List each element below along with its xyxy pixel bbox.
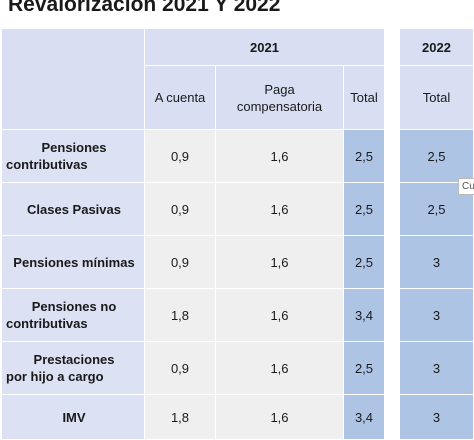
header-corner <box>2 29 145 130</box>
table-row-label: Pensiones contributivas <box>2 130 145 183</box>
cell-a-cuenta: 0,9 <box>145 342 216 395</box>
row-label: Clases Pasivas <box>2 201 142 218</box>
cell-paga-compensatoria: 1,6 <box>216 342 344 395</box>
column-gap <box>385 29 400 440</box>
header-total-2021: Total <box>344 66 385 130</box>
row-label-line1: Pensiones no <box>31 299 117 314</box>
row-label-line1: Clases Pasivas <box>27 201 121 217</box>
table-row-label: Prestaciones por hijo a cargo <box>2 342 145 395</box>
header-year-2021: 2021 <box>145 29 385 66</box>
cell-total-2022: 3 <box>400 236 474 289</box>
cell-paga-compensatoria: 1,6 <box>216 395 344 440</box>
table-row-label: Pensiones mínimas <box>2 236 145 289</box>
cell-total-2021: 2,5 <box>344 236 385 289</box>
cell-paga-compensatoria: 1,6 <box>216 183 344 236</box>
tooltip: Cu <box>458 178 474 195</box>
header-a-cuenta: A cuenta <box>145 66 216 130</box>
table-row-label: IMV <box>2 395 145 440</box>
cell-paga-compensatoria: 1,6 <box>216 236 344 289</box>
row-label-line2: contributivas <box>6 157 88 172</box>
cell-total-2022: 3 <box>400 289 474 342</box>
row-label: IMV <box>2 409 142 426</box>
cell-total-2022: 2,5 <box>400 130 474 183</box>
cell-total-2022: 3 <box>400 395 474 440</box>
header-paga-label: Paga compensatoria <box>236 81 323 114</box>
cell-total-2021: 2,5 <box>344 183 385 236</box>
table-row-label: Pensiones no contributivas <box>2 289 145 342</box>
row-label: Pensiones mínimas <box>2 254 142 271</box>
cell-a-cuenta: 1,8 <box>145 289 216 342</box>
header-year-2022: 2022 <box>400 29 474 66</box>
row-label-line1: IMV <box>62 409 86 425</box>
row-label-line2: contributivas <box>6 316 88 331</box>
cell-total-2021: 3,4 <box>344 395 385 440</box>
row-label: Pensiones no contributivas <box>2 298 142 332</box>
cell-a-cuenta: 0,9 <box>145 130 216 183</box>
cell-a-cuenta: 1,8 <box>145 395 216 440</box>
row-label: Prestaciones por hijo a cargo <box>2 351 142 385</box>
cell-paga-compensatoria: 1,6 <box>216 289 344 342</box>
cell-a-cuenta: 0,9 <box>145 236 216 289</box>
header-paga-compensatoria: Paga compensatoria <box>216 66 344 130</box>
row-label-line1: Prestaciones <box>33 352 115 367</box>
cell-total-2021: 2,5 <box>344 342 385 395</box>
cell-total-2021: 2,5 <box>344 130 385 183</box>
cell-total-2021: 3,4 <box>344 289 385 342</box>
row-label-line1: Pensiones <box>41 140 107 155</box>
header-total-2022: Total <box>400 66 474 130</box>
cell-paga-compensatoria: 1,6 <box>216 130 344 183</box>
cell-total-2022: 3 <box>400 342 474 395</box>
cell-a-cuenta: 0,9 <box>145 183 216 236</box>
row-label: Pensiones contributivas <box>2 139 142 173</box>
table-row-label: Clases Pasivas <box>2 183 145 236</box>
page-title: Revalorización 2021 Y 2022 <box>8 0 281 16</box>
row-label-line1: Pensiones mínimas <box>13 254 135 270</box>
row-label-line2: por hijo a cargo <box>6 369 104 384</box>
